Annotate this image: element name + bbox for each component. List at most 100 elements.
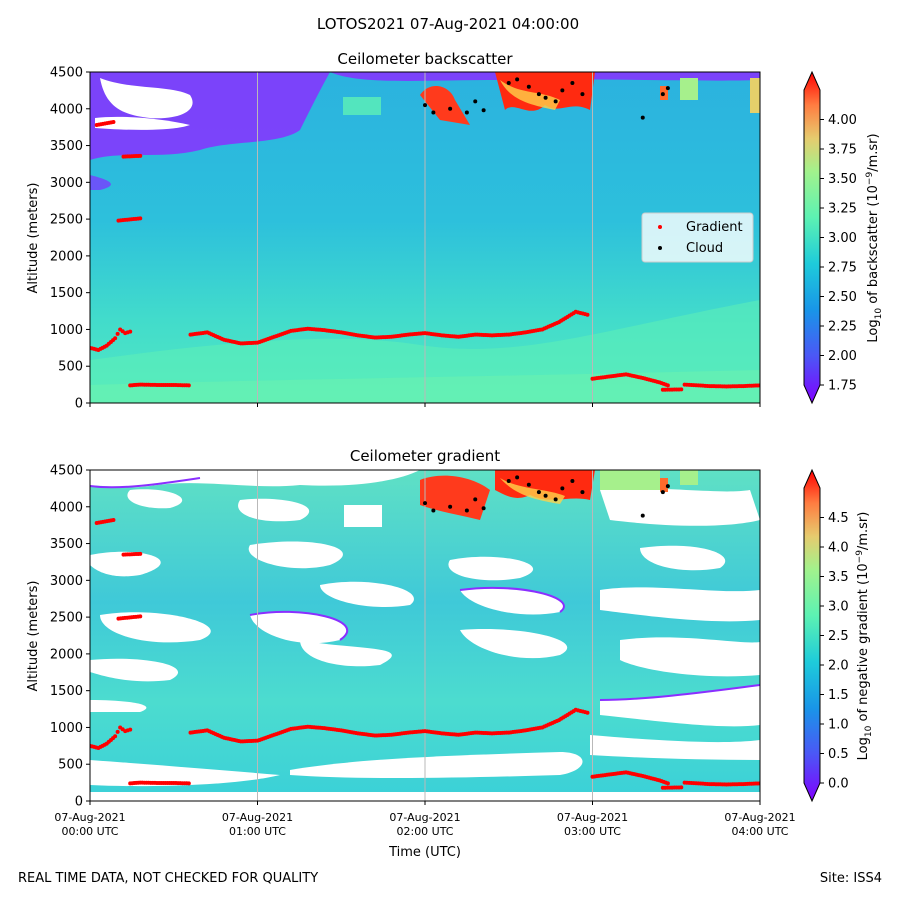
cloud-point [431,110,436,115]
colorbar-tick-label: 4.0 [828,541,849,556]
cloud-point [665,484,670,489]
cloud-point [464,508,469,513]
colorbar-tick-label: 2.25 [828,320,857,335]
cloud-point [423,501,427,506]
gradient-point [115,729,120,734]
y-axis: 0 500 1000 1500 2000 2500 3000 3500 4000 4500 [50,66,90,412]
cloud-point [543,95,548,100]
cloud-point [570,479,575,484]
cloud-point [473,497,478,502]
cloud-point [660,92,665,97]
gradient-point [186,383,191,388]
gradient-point [585,312,590,317]
y-tick-label: 1500 [50,286,83,301]
y-tick-label: 0 [75,397,83,412]
cloud-point [543,493,548,498]
colorbar-tick-label: 2.00 [828,349,857,364]
gradient-point [111,518,116,523]
cloud-point [640,513,645,518]
y-tick-label: 0 [75,795,83,810]
colorbar-tick-label: 3.5 [828,570,849,585]
x-tick-label: 07-Aug-2021 [724,811,795,824]
colorbar-tick-label: 3.75 [828,143,857,158]
cloud-point [526,482,531,487]
gradient-point [138,153,143,158]
colorbar-tick-label: 3.25 [828,202,857,217]
gradient-point [186,781,191,786]
x-tick-label: 07-Aug-2021 [389,811,460,824]
cloud-point [560,486,565,491]
legend-marker-cloud [658,246,662,250]
colorbar-tick-label: 2.0 [828,659,849,674]
cloud-point [431,508,436,513]
cloud-point [580,92,585,97]
panel-title: Ceilometer backscatter [337,50,513,68]
colorbar-gradient: 0.0 0.5 1.0 1.5 2.0 2.5 3.0 3.5 4.0 4.5 Log10 of … [803,468,874,803]
cloud-point [506,479,511,484]
colorbar-backscatter: 1.75 2.00 2.25 2.50 2.75 3.00 3.25 3.50 3.75 4.00… [803,70,884,405]
cloud-point [553,99,558,104]
cloud-point [448,504,453,509]
site-label: Site: ISS4 [820,871,882,886]
colorbar-tick-label: 4.00 [828,113,857,128]
x-tick-label: 00:00 UTC [61,825,118,838]
x-axis-label: Time (UTC) [388,845,461,860]
series-layer [90,77,760,392]
cloud-point [423,103,427,108]
gradient-point [138,551,143,556]
x-tick-label: 03:00 UTC [564,825,621,838]
x-tick-label: 07-Aug-2021 [557,811,628,824]
y-tick-label: 3000 [50,176,83,191]
legend: Gradient Cloud [641,212,754,263]
y-tick-label: 4500 [50,66,83,81]
y-tick-label: 3500 [50,139,83,154]
cloud-point [580,490,585,495]
y-axis-label: Altitude (meters) [26,581,41,692]
cloud-point [560,88,565,93]
gradient-point [679,387,684,392]
cloud-point [570,81,575,86]
legend-label-gradient: Gradient [686,220,743,235]
colorbar-tick-label: 1.75 [828,379,857,394]
cloud-point [553,497,558,502]
cloud-point [515,475,520,480]
panel-backscatter: Ceilometer backscatter [26,50,884,412]
gradient-point [113,336,118,341]
gradient-point [138,216,143,221]
y-tick-label: 1000 [50,721,83,736]
y-tick-label: 2500 [50,611,83,626]
cloud-point [506,81,511,86]
cloud-point [473,99,478,104]
cloud-point [665,86,670,91]
y-tick-label: 500 [58,360,83,375]
cloud-point [515,77,520,82]
panel-title: Ceilometer gradient [350,447,500,465]
x-axis [89,403,761,407]
colorbar-tick-label: 2.5 [828,629,849,644]
cloud-point [640,115,645,120]
series-layer [90,475,760,790]
y-tick-label: 4000 [50,102,83,117]
quality-disclaimer: REAL TIME DATA, NOT CHECKED FOR QUALITY [18,871,318,886]
gradient-point [128,727,133,732]
colorbar-label: Log10 of negative gradient (10−9/m.sr) [855,512,874,761]
gradient-point [111,120,116,125]
x-gridlines [257,470,593,801]
gradient-point [679,785,684,790]
cloud-point [536,490,541,495]
colorbar-tick-label: 3.00 [828,231,857,246]
y-axis-label: Altitude (meters) [26,183,41,294]
gradient-point [665,383,670,388]
colorbar-tick-label: 2.50 [828,290,857,305]
gradient-point [665,781,670,786]
gradient-point [585,710,590,715]
colorbar-tick-label: 1.0 [828,718,849,733]
cloud-point [448,106,453,111]
cloud-point [536,92,541,97]
colorbar-tick-label: 3.50 [828,172,857,187]
y-tick-label: 4500 [50,464,83,479]
cloud-point [464,110,469,115]
gradient-point [128,329,133,334]
y-tick-label: 1500 [50,684,83,699]
